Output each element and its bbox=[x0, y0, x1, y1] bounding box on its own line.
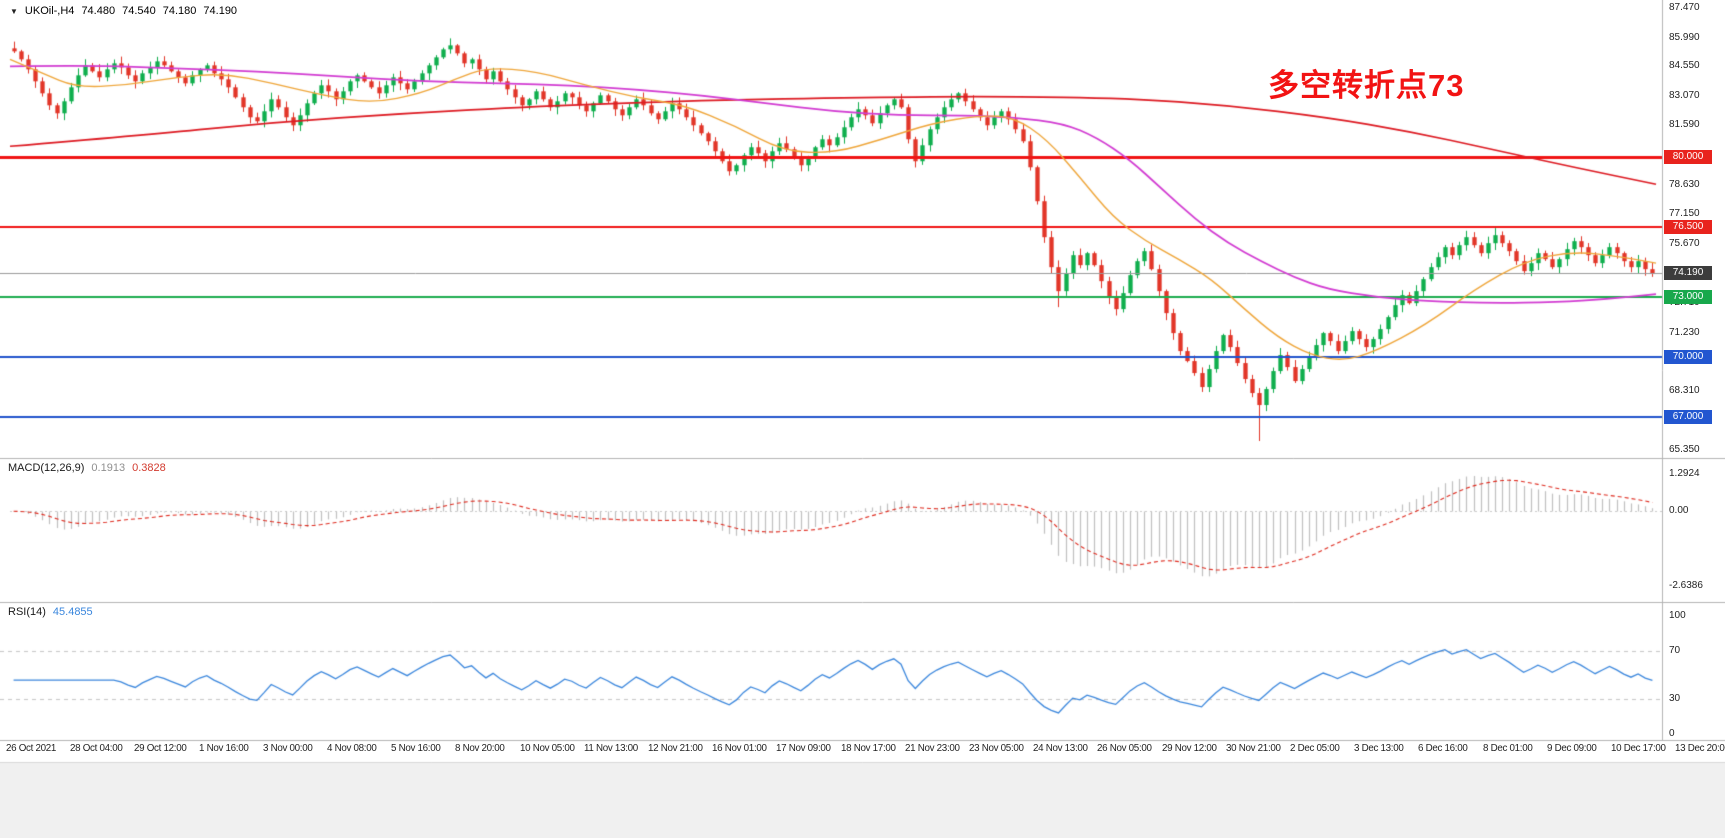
rsi-scale-label: 70 bbox=[1669, 645, 1681, 656]
time-axis-label: 26 Oct 2021 bbox=[6, 743, 57, 754]
time-axis-label: 28 Oct 04:00 bbox=[70, 743, 123, 754]
time-axis-label: 29 Oct 12:00 bbox=[134, 743, 187, 754]
time-axis-label: 2 Dec 05:00 bbox=[1290, 743, 1340, 754]
rsi-scale-axis[interactable]: 100 70 30 0 bbox=[1664, 0, 1724, 838]
time-axis-label: 12 Nov 21:00 bbox=[648, 743, 703, 754]
price-badge: 80.000 bbox=[1664, 150, 1712, 164]
time-axis-label: 13 Dec 20:00 bbox=[1675, 743, 1725, 754]
macd-scale-label: 0.00 bbox=[1669, 505, 1689, 516]
rsi-indicator-label: RSI(14) 45.4855 bbox=[8, 606, 93, 618]
time-axis-label: 23 Nov 05:00 bbox=[969, 743, 1024, 754]
ohlc-low: 74.180 bbox=[162, 5, 197, 17]
macd-signal-value: 0.3828 bbox=[132, 462, 166, 474]
price-tick-label: 87.470 bbox=[1669, 2, 1700, 13]
price-tick-label: 68.310 bbox=[1669, 385, 1700, 396]
price-tick-label: 77.150 bbox=[1669, 208, 1700, 219]
symbol-name: UKOil-,H4 bbox=[24, 5, 75, 17]
time-axis-label: 30 Nov 21:00 bbox=[1226, 743, 1281, 754]
time-axis-label: 8 Dec 01:00 bbox=[1483, 743, 1533, 754]
ohlc-open: 74.480 bbox=[81, 5, 116, 17]
rsi-value: 45.4855 bbox=[52, 606, 93, 618]
time-axis-label: 17 Nov 09:00 bbox=[776, 743, 831, 754]
price-axis[interactable]: 87.470 85.990 84.550 83.070 81.590 78.630 77.1… bbox=[1664, 0, 1724, 838]
annotation-text[interactable]: 多空转折点73 bbox=[1268, 68, 1465, 103]
time-axis-label: 10 Dec 17:00 bbox=[1611, 743, 1666, 754]
price-tick-label: 83.070 bbox=[1669, 90, 1700, 101]
macd-scale-label: -2.6386 bbox=[1669, 580, 1703, 591]
price-badge: 76.500 bbox=[1664, 220, 1712, 234]
rsi-name: RSI(14) bbox=[8, 606, 46, 618]
time-axis-label: 5 Nov 16:00 bbox=[391, 743, 441, 754]
symbol-dropdown-icon[interactable]: ▼ bbox=[10, 6, 18, 16]
time-axis-label: 3 Dec 13:00 bbox=[1354, 743, 1404, 754]
time-axis-label: 18 Nov 17:00 bbox=[841, 743, 896, 754]
rsi-scale-label: 0 bbox=[1669, 728, 1675, 739]
time-axis-label: 1 Nov 16:00 bbox=[199, 743, 249, 754]
price-badge: 73.000 bbox=[1664, 290, 1712, 304]
symbol-ohlc-bar: ▼ UKOil-,H4 74.480 74.540 74.180 74.190 bbox=[10, 5, 237, 17]
price-tick-label: 65.350 bbox=[1669, 444, 1700, 455]
ohlc-high: 74.540 bbox=[122, 5, 156, 17]
time-axis-label: 9 Dec 09:00 bbox=[1547, 743, 1597, 754]
price-tick-label: 85.990 bbox=[1669, 32, 1700, 43]
rsi-scale-label: 30 bbox=[1669, 693, 1681, 704]
rsi-scale-label: 100 bbox=[1669, 610, 1686, 621]
price-tick-label: 75.670 bbox=[1669, 238, 1700, 249]
time-axis-label: 21 Nov 23:00 bbox=[905, 743, 960, 754]
price-badge: 67.000 bbox=[1664, 410, 1712, 424]
time-axis-label: 11 Nov 13:00 bbox=[584, 743, 638, 754]
ohlc-close: 74.190 bbox=[203, 5, 238, 17]
macd-scale-axis[interactable]: 1.2924 0.00 -2.6386 bbox=[1664, 0, 1724, 838]
price-tick-label: 78.630 bbox=[1669, 179, 1700, 190]
time-axis-label: 8 Nov 20:00 bbox=[455, 743, 505, 754]
time-axis-label: 4 Nov 08:00 bbox=[327, 743, 377, 754]
macd-main-value: 0.1913 bbox=[91, 462, 126, 474]
time-axis-label: 10 Nov 05:00 bbox=[520, 743, 575, 754]
macd-scale-label: 1.2924 bbox=[1669, 468, 1700, 479]
time-axis-label: 3 Nov 00:00 bbox=[263, 743, 313, 754]
time-axis-label: 6 Dec 16:00 bbox=[1418, 743, 1468, 754]
price-tick-label: 71.230 bbox=[1669, 327, 1700, 338]
time-axis-label: 16 Nov 01:00 bbox=[712, 743, 767, 754]
price-badge: 74.190 bbox=[1664, 266, 1712, 280]
time-axis-label: 29 Nov 12:00 bbox=[1162, 743, 1217, 754]
price-badge: 70.000 bbox=[1664, 350, 1712, 364]
macd-name: MACD(12,26,9) bbox=[8, 462, 85, 474]
macd-indicator-label: MACD(12,26,9) 0.1913 0.3828 bbox=[8, 462, 166, 474]
price-tick-label: 81.590 bbox=[1669, 119, 1700, 130]
time-axis[interactable]: 26 Oct 2021 28 Oct 04:00 29 Oct 12:00 1 Nov… bbox=[0, 743, 1725, 761]
price-tick-label: 84.550 bbox=[1669, 60, 1700, 71]
time-axis-label: 26 Nov 05:00 bbox=[1097, 743, 1152, 754]
time-axis-label: 24 Nov 13:00 bbox=[1033, 743, 1088, 754]
